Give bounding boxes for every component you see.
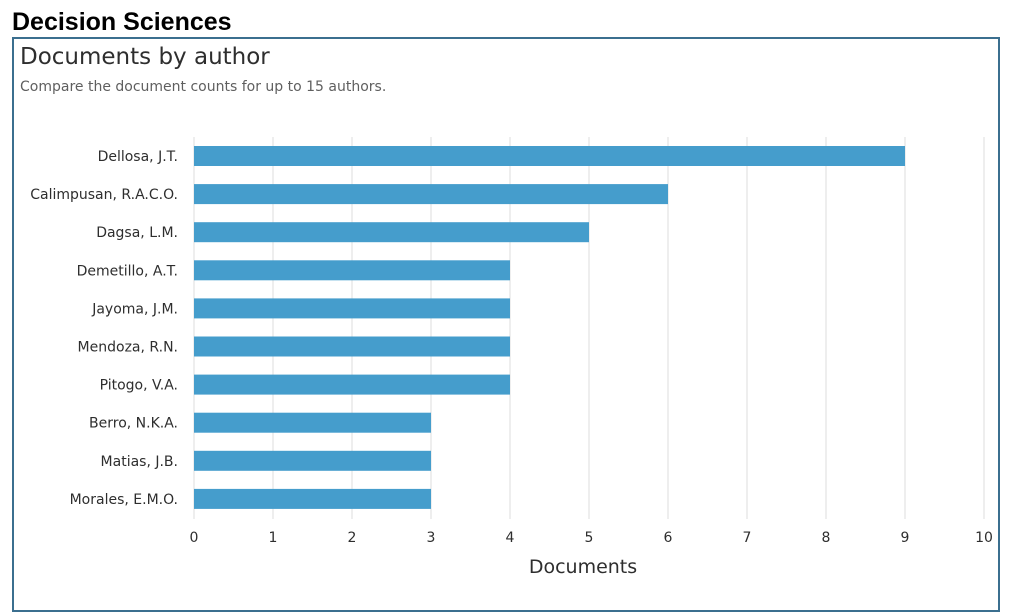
x-axis-title: Documents: [529, 556, 637, 578]
bar[interactable]: [194, 184, 668, 205]
bar[interactable]: [194, 412, 431, 433]
category-label: Pitogo, V.A.: [100, 378, 178, 394]
bar[interactable]: [194, 488, 431, 509]
x-tick-label: 1: [269, 530, 278, 546]
page-heading: Decision Sciences: [12, 8, 232, 36]
category-label: Dellosa, J.T.: [98, 149, 178, 165]
category-label: Berro, N.K.A.: [89, 416, 178, 432]
category-label: Jayoma, J.M.: [91, 301, 178, 317]
x-tick-label: 5: [585, 530, 594, 546]
category-label: Demetillo, A.T.: [77, 263, 178, 279]
x-tick-label: 6: [664, 530, 673, 546]
category-label: Morales, E.M.O.: [70, 492, 178, 508]
x-tick-label: 4: [506, 530, 515, 546]
category-labels: Dellosa, J.T. Calimpusan, R.A.C.O. Dagsa, …: [30, 149, 178, 508]
category-label: Mendoza, R.N.: [78, 340, 178, 356]
bar[interactable]: [194, 146, 905, 166]
x-tick-label: 0: [190, 530, 199, 546]
bar[interactable]: [194, 374, 510, 395]
x-tick-label: 10: [975, 530, 993, 546]
bar[interactable]: [194, 298, 510, 319]
x-tick-labels: 0 1 2 3 4 5 6 7 8 9 10: [190, 530, 993, 546]
x-tick-label: 7: [743, 530, 752, 546]
category-label: Dagsa, L.M.: [96, 225, 178, 241]
documents-bar-chart: Dellosa, J.T. Calimpusan, R.A.C.O. Dagsa, …: [30, 137, 993, 578]
x-tick-label: 8: [822, 530, 831, 546]
panel-title: Documents by author: [20, 44, 270, 70]
category-label: Calimpusan, R.A.C.O.: [30, 187, 178, 203]
bar[interactable]: [194, 222, 589, 243]
bar[interactable]: [194, 450, 431, 471]
x-tick-label: 2: [348, 530, 357, 546]
bars: [194, 146, 905, 509]
x-tick-label: 9: [901, 530, 910, 546]
x-tick-label: 3: [427, 530, 436, 546]
documents-by-author-panel: Documents by author Compare the document…: [12, 37, 1000, 612]
bar[interactable]: [194, 336, 510, 357]
bar[interactable]: [194, 260, 510, 281]
category-label: Matias, J.B.: [101, 454, 178, 470]
panel-subtitle: Compare the document counts for up to 15…: [20, 79, 387, 95]
